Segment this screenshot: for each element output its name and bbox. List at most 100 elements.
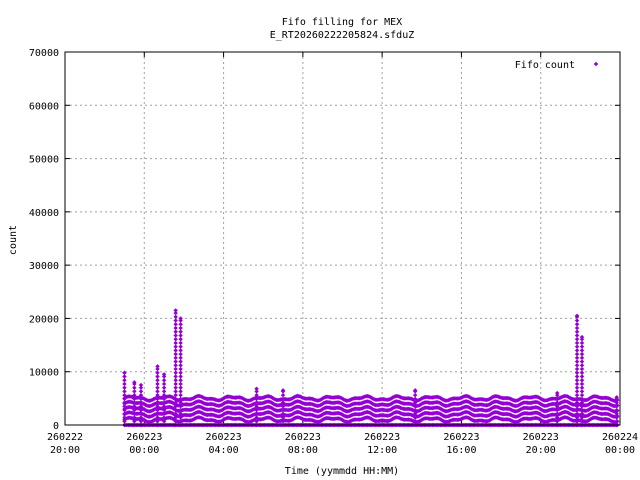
data-point	[161, 378, 167, 383]
data-point	[178, 400, 183, 405]
data-point	[173, 381, 178, 387]
data-point	[574, 396, 580, 402]
data-point	[574, 366, 580, 372]
data-point	[173, 419, 178, 424]
data-point	[574, 325, 580, 331]
axis-ticks: 0 10000 20000 30000 40000 50000 60000 70000 2602…	[29, 48, 638, 456]
chart-subtitle: E_RT20260222205824.sfduZ	[270, 30, 415, 41]
data-point	[161, 415, 167, 420]
y-tick-label: 30000	[29, 261, 59, 272]
data-point	[574, 318, 580, 323]
data-point	[178, 411, 183, 417]
data-point	[555, 404, 560, 409]
data-point	[412, 400, 418, 405]
data-point	[173, 392, 178, 398]
x-tick-label: 260223	[523, 432, 559, 443]
data-point	[122, 411, 127, 417]
data-point	[173, 415, 178, 420]
data-point	[574, 322, 580, 327]
data-point	[155, 370, 160, 375]
x-tick-label: 12:00	[367, 445, 397, 456]
data-point	[579, 363, 585, 368]
data-point	[173, 366, 178, 372]
data-point	[173, 340, 178, 346]
data-point	[138, 382, 144, 388]
data-point	[178, 381, 183, 387]
data-point	[574, 351, 580, 357]
data-point	[178, 359, 183, 364]
data-point	[173, 396, 178, 402]
data-point	[574, 333, 580, 338]
data-point	[122, 396, 127, 402]
data-point	[132, 392, 137, 398]
data-point	[579, 415, 585, 420]
data-point	[122, 381, 127, 387]
y-tick-label: 40000	[29, 208, 59, 219]
data-point	[161, 389, 167, 394]
data-point	[579, 419, 585, 424]
data-point	[579, 378, 585, 383]
data-point	[574, 313, 580, 318]
data-point	[155, 364, 160, 369]
data-point	[555, 415, 560, 420]
data-point	[574, 344, 580, 349]
data-point	[574, 389, 580, 394]
data-point	[178, 385, 183, 390]
data-point	[178, 329, 183, 334]
data-point	[178, 366, 183, 372]
x-tick-label: 00:00	[605, 445, 635, 456]
legend-marker	[593, 61, 599, 67]
data-point	[555, 390, 560, 396]
data-point	[254, 407, 259, 413]
data-point	[178, 363, 183, 368]
data-point	[614, 404, 619, 409]
data-point	[574, 359, 580, 364]
data-point	[412, 396, 418, 402]
data-point	[280, 411, 286, 417]
data-point	[155, 374, 160, 379]
data-point	[574, 400, 580, 405]
data-point	[574, 419, 580, 424]
data-point	[122, 404, 127, 409]
data-point	[173, 348, 178, 353]
data-point	[254, 411, 259, 417]
data-point	[254, 389, 259, 394]
y-tick-label: 60000	[29, 101, 59, 112]
x-tick-label: 260222	[47, 432, 83, 443]
x-axis-label: Time (yymmdd HH:MM)	[285, 466, 399, 477]
data-point	[579, 359, 585, 364]
y-tick-label: 0	[53, 421, 59, 432]
data-point	[161, 392, 167, 398]
data-point	[132, 400, 137, 405]
data-point	[155, 385, 160, 390]
data-point	[122, 389, 127, 394]
data-point	[555, 400, 560, 405]
data-point	[574, 329, 580, 334]
data-point	[173, 333, 178, 338]
data-point	[138, 392, 144, 398]
data-point	[173, 378, 178, 383]
data-point	[173, 314, 178, 320]
data-point	[173, 325, 178, 331]
data-point	[614, 411, 619, 417]
data-point	[178, 344, 183, 349]
data-point	[555, 411, 560, 417]
chart-title: Fifo filling for MEX	[282, 17, 402, 28]
data-point	[132, 415, 137, 420]
data-point	[574, 381, 580, 387]
x-tick-label: 260223	[285, 432, 321, 443]
x-tick-label: 00:00	[129, 445, 159, 456]
x-tick-label: 04:00	[209, 445, 239, 456]
data-point	[574, 411, 580, 417]
data-point	[161, 404, 167, 409]
x-tick-label: 260223	[364, 432, 400, 443]
data-point	[280, 415, 286, 420]
data-point	[555, 396, 560, 402]
data-point	[579, 389, 585, 394]
data-point	[173, 351, 178, 357]
data-point	[574, 340, 580, 346]
data-point	[122, 407, 127, 413]
data-point	[574, 370, 580, 375]
data-point	[178, 355, 183, 361]
